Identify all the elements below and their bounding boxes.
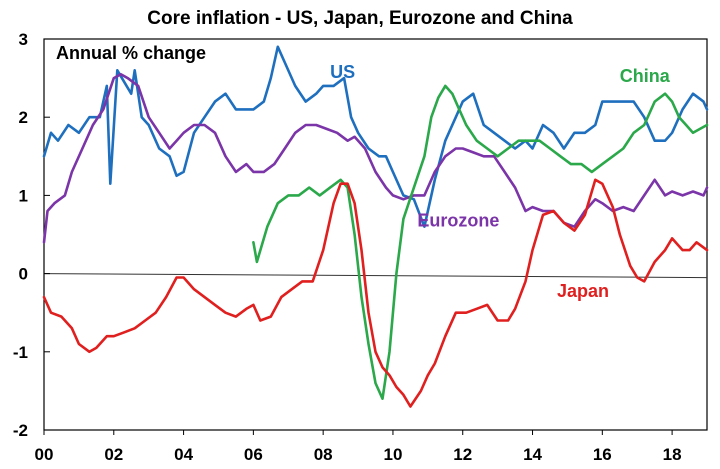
series-line-us [42, 45, 709, 228]
series-line-eurozone [42, 72, 709, 244]
y-axis-label: Annual % change [56, 43, 206, 63]
series-labels: US Eurozone China Japan [330, 62, 671, 301]
x-tick-label: 12 [453, 445, 472, 464]
x-tick-label: 00 [35, 445, 54, 464]
x-tick-label: 04 [174, 445, 193, 464]
series-label-eurozone: Eurozone [417, 211, 499, 231]
x-tick-label: 10 [383, 445, 402, 464]
x-tick-label: 16 [593, 445, 612, 464]
series-line-china [252, 84, 709, 400]
series-lines [42, 45, 709, 408]
x-tick-label: 18 [663, 445, 682, 464]
series-label-us: US [330, 62, 355, 82]
y-tick-label: -2 [13, 421, 28, 440]
series-line-japan [42, 178, 709, 408]
x-tick-label: 06 [244, 445, 263, 464]
x-tick-label: 02 [104, 445, 123, 464]
zero-baseline [43, 273, 708, 279]
chart-title: Core inflation - US, Japan, Eurozone and… [147, 8, 573, 29]
series-label-japan: Japan [557, 281, 609, 301]
y-tick-label: 3 [19, 30, 28, 49]
y-axis-ticks: -2 -1 0 1 2 3 [13, 30, 50, 440]
series-label-china: China [620, 66, 671, 86]
x-tick-label: 08 [314, 445, 333, 464]
x-tick-label: 14 [523, 445, 542, 464]
y-tick-label: 2 [19, 108, 28, 127]
y-tick-label: 1 [19, 186, 28, 205]
y-tick-label: 0 [19, 265, 28, 284]
x-axis-ticks: 00 02 04 06 08 10 12 14 16 18 [35, 430, 682, 464]
plot-area-frame [43, 38, 708, 431]
y-tick-label: -1 [13, 343, 28, 362]
